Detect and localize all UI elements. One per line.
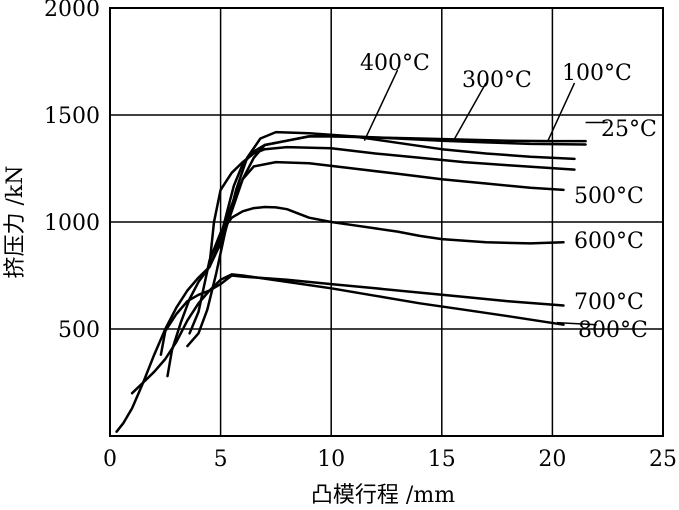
x-tick-label: 25 bbox=[649, 447, 677, 472]
series-line-25c bbox=[115, 135, 587, 433]
y-tick-label: 2000 bbox=[44, 0, 100, 22]
series-line-500c bbox=[219, 160, 565, 239]
series-label-400: 400°C bbox=[360, 51, 430, 76]
leader-line-300c bbox=[452, 82, 487, 143]
series-lines bbox=[115, 130, 587, 433]
series-label-25: 25°C bbox=[601, 117, 657, 142]
y-tick-label: 1500 bbox=[44, 104, 100, 129]
leader-line-400c bbox=[363, 69, 399, 141]
x-tick-label: 15 bbox=[428, 447, 456, 472]
grid-lines bbox=[110, 8, 663, 436]
series-line-800c bbox=[130, 273, 565, 395]
x-tick-label: 20 bbox=[538, 447, 566, 472]
series-label-600: 600°C bbox=[574, 229, 644, 254]
series-line-300c bbox=[186, 130, 576, 348]
y-axis-label: 挤压力 /kN bbox=[3, 166, 28, 279]
leader-line-800c bbox=[556, 321, 597, 326]
y-tick-label: 500 bbox=[58, 318, 100, 343]
series-line-600c bbox=[188, 205, 565, 335]
series-line-400c bbox=[208, 145, 576, 267]
y-tick-label: 1000 bbox=[44, 211, 100, 236]
x-tick-label: 0 bbox=[103, 447, 117, 472]
x-axis-label: 凸模行程 /mm bbox=[311, 483, 455, 508]
series-label-300: 300°C bbox=[462, 68, 532, 93]
series-label-500: 500°C bbox=[574, 184, 644, 209]
series-label-100: 100°C bbox=[562, 61, 632, 86]
tick-labels: 0 5 10 15 20 25 500 1000 1500 2000 bbox=[44, 0, 677, 472]
plot-frame bbox=[109, 7, 664, 437]
x-tick-label: 10 bbox=[317, 447, 345, 472]
x-tick-label: 5 bbox=[214, 447, 228, 472]
label-leaders bbox=[363, 69, 608, 326]
series-label-700: 700°C bbox=[574, 290, 644, 315]
series-label-800: 800°C bbox=[578, 318, 648, 343]
leader-line-100c bbox=[547, 82, 576, 141]
